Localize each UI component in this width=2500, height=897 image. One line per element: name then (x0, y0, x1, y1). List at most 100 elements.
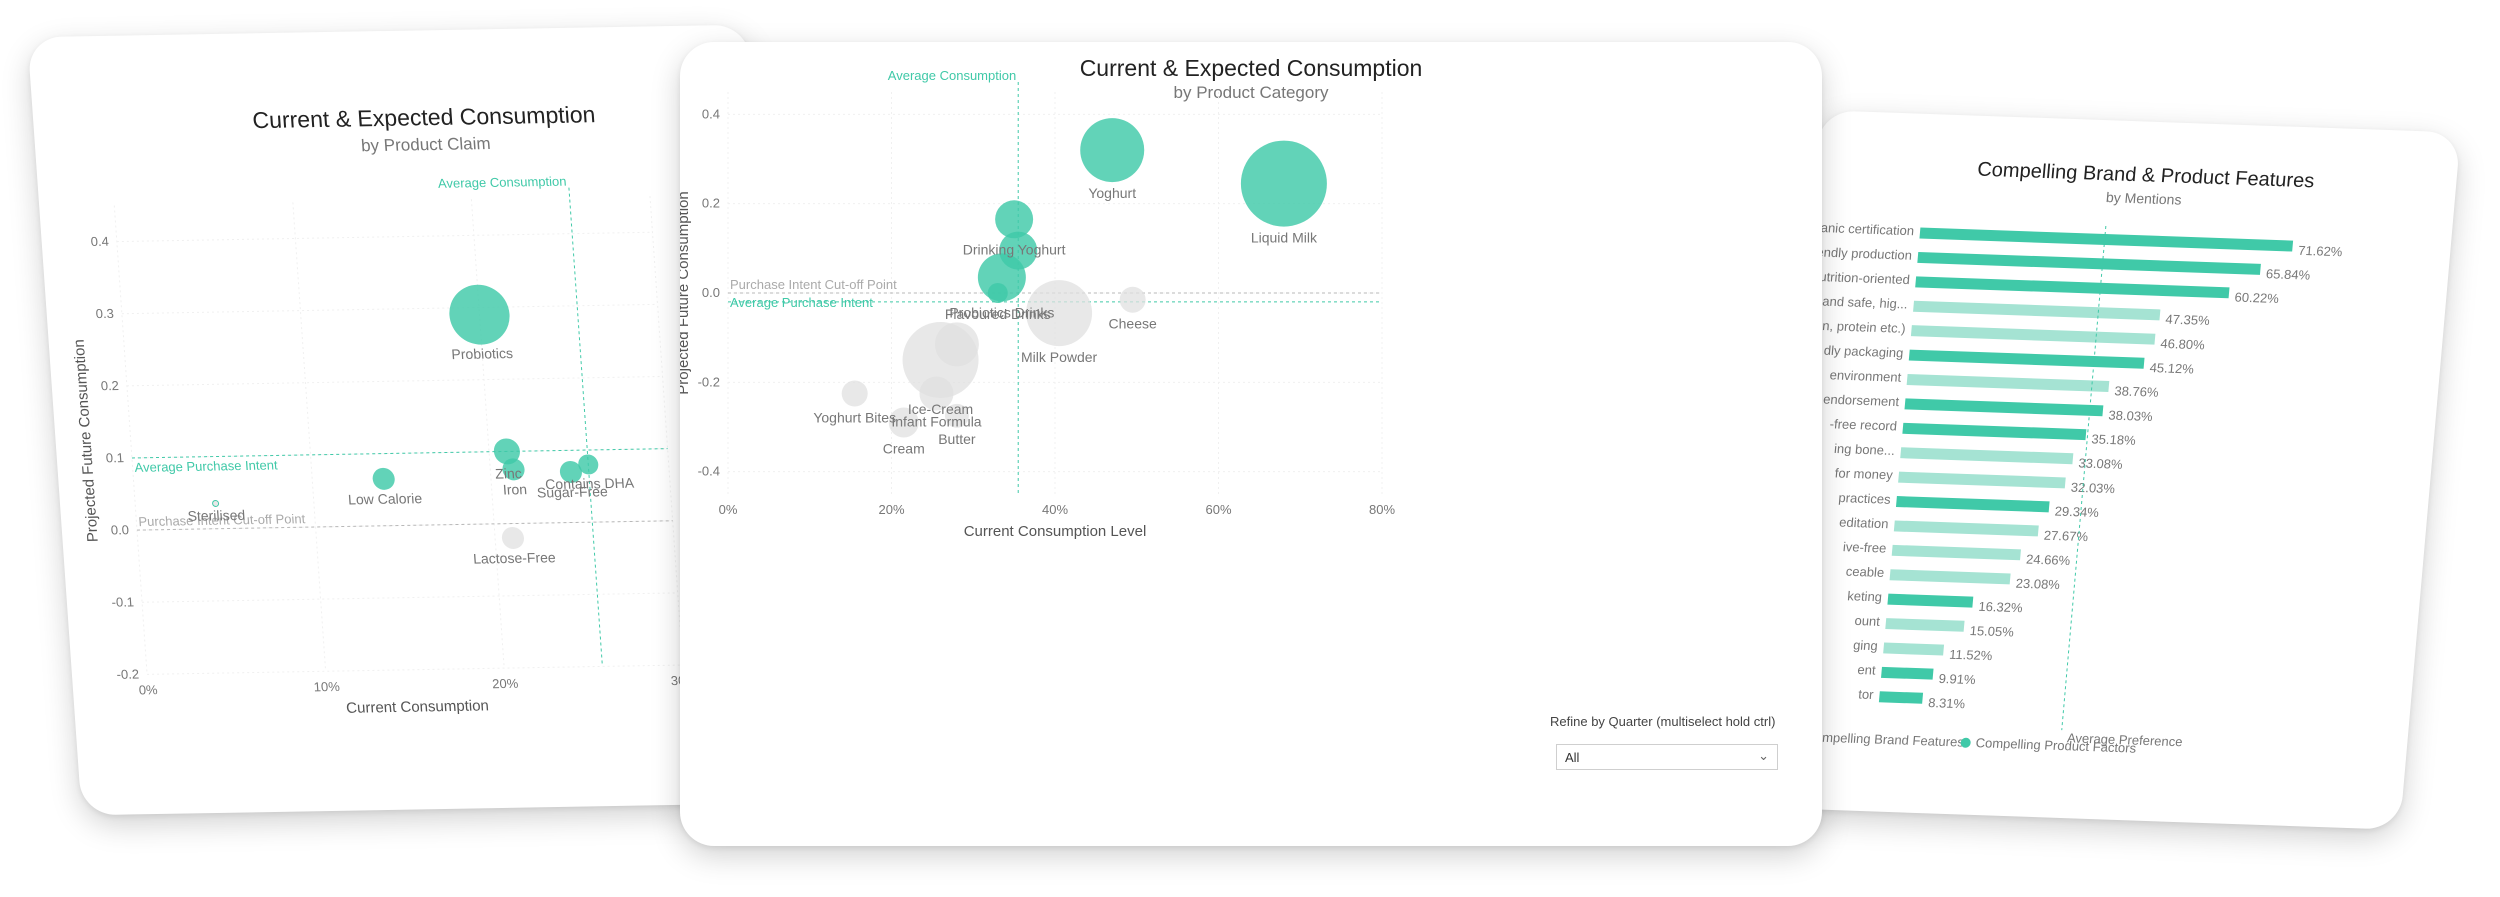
right-bar-label: 46.80% (2160, 336, 2206, 352)
main-bubble-label: Infant Formula (891, 414, 981, 430)
right-bar-label: 71.62% (2298, 243, 2344, 259)
main-bubble-label: Probiotics Drinks (949, 304, 1054, 320)
brand-features-chart-card: Compelling Brand & Product Features by M… (1759, 110, 2461, 830)
left-y-gridline (142, 592, 678, 603)
right-bar-label: 27.67% (2043, 528, 2089, 544)
right-bar-label: 35.18% (2091, 431, 2137, 447)
main-x-tick-label: 80% (1369, 502, 1395, 517)
main-bubble-label: Milk Powder (1021, 349, 1098, 365)
right-bar-label: 38.03% (2108, 408, 2154, 424)
left-purchase-intent-cutoff-line (136, 520, 673, 531)
main-purchase-intent-cutoff-label: Purchase Intent Cut-off Point (730, 277, 897, 292)
right-category-label: for money (1834, 465, 1894, 482)
right-category-label: s and safe, hig... (1812, 293, 1909, 311)
left-x-axis-title: Current Consumption (346, 697, 490, 716)
right-bar (1878, 691, 1924, 704)
right-bar-label: 23.08% (2015, 576, 2061, 592)
chevron-down-icon: ⌄ (1758, 748, 1769, 763)
left-bubble-label: Lactose-Free (473, 549, 557, 566)
left-x-gridline (292, 202, 327, 672)
right-legend-product: Compelling Product Factors (1975, 735, 2137, 756)
right-bar (1887, 593, 1974, 608)
main-bubble-label: Cream (883, 441, 925, 457)
left-bubble-label: Contains DHA (545, 475, 636, 493)
main-bubble-label: Yoghurt (1088, 185, 1136, 201)
main-y-tick-label: 0.2 (702, 196, 720, 211)
right-bar-label: 24.66% (2026, 552, 2072, 568)
right-bar (1910, 325, 2156, 345)
right-bar-label: 29.34% (2054, 504, 2100, 520)
main-average-purchase-intent-label: Average Purchase Intent (730, 295, 873, 310)
right-category-label: ganic certification (1813, 220, 1915, 238)
left-bubble-label: Iron (502, 481, 527, 497)
main-x-tick-label: 0% (719, 502, 738, 517)
right-bar (1885, 618, 1965, 632)
left-x-tick-label: 0% (138, 682, 158, 697)
left-y-tick-label: 0.2 (100, 378, 119, 393)
right-bar-label: 60.22% (2234, 290, 2280, 306)
main-bubble-label: Ice-Cream (908, 401, 973, 417)
right-category-label: ive-free (1842, 539, 1887, 555)
left-bubble (578, 454, 599, 475)
left-average-consumption-label: Average Consumption (437, 174, 567, 191)
left-y-gridline (147, 664, 683, 675)
left-average-consumption-line (568, 187, 603, 667)
left-bubble (501, 527, 525, 549)
left-y-gridline (116, 231, 653, 243)
main-bubble (1026, 280, 1093, 347)
main-bubble-label: Cheese (1109, 316, 1157, 332)
right-bar-label: 45.12% (2149, 360, 2195, 376)
left-bubble-label: Probiotics (451, 345, 514, 362)
right-category-label: dly packaging (1823, 343, 1904, 361)
refine-select-value: All (1565, 750, 1580, 765)
refine-by-quarter-label: Refine by Quarter (multiselect hold ctrl… (1550, 714, 1776, 729)
refine-by-quarter-select[interactable]: All ⌄ (1556, 744, 1778, 770)
right-bar-label: 47.35% (2165, 312, 2211, 328)
right-bar (1893, 520, 2039, 537)
left-y-gridline (126, 375, 663, 387)
right-category-label: endly production (1816, 244, 1913, 262)
right-bar (1919, 227, 2294, 252)
right-bar-label: 38.76% (2114, 383, 2160, 399)
left-bubble-label: Sterilised (187, 507, 246, 524)
main-bubble-label: Butter (938, 431, 976, 447)
left-bubble (372, 467, 395, 490)
main-y-axis-title: Projected Future Consumption (680, 191, 692, 394)
right-bar-label: 11.52% (1949, 647, 1994, 663)
product-claim-chart: Current & Expected Consumption by Produc… (71, 101, 698, 717)
left-chart-title: Current & Expected Consumption (252, 101, 597, 133)
left-bubble-label: Zinc (495, 465, 523, 481)
right-category-label: keting (1847, 588, 1883, 604)
left-x-gridline (113, 205, 148, 675)
right-category-label: ing bone... (1834, 441, 1896, 458)
main-chart-subtitle: by Product Category (1174, 83, 1329, 102)
product-claim-chart-card: Current & Expected Consumption by Produc… (27, 24, 803, 816)
right-legend-product-marker (1960, 737, 1971, 748)
right-bar (1889, 569, 2011, 585)
main-bubble (944, 403, 969, 428)
left-y-tick-label: -0.2 (116, 667, 139, 682)
right-bar-label: 16.32% (1978, 599, 2024, 615)
left-bubble (493, 438, 520, 465)
right-average-preference-label: Average Preference (2066, 730, 2183, 749)
right-bar (1883, 642, 1945, 656)
main-y-tick-label: -0.2 (698, 374, 720, 389)
main-x-tick-label: 40% (1042, 502, 1068, 517)
main-x-axis-title: Current Consumption Level (964, 523, 1147, 540)
right-bar (1904, 398, 2104, 417)
right-bar (1881, 666, 1934, 680)
main-bubble (919, 376, 954, 411)
product-category-chart: Current & Expected Consumption by Produc… (680, 55, 1422, 540)
main-average-consumption-label: Average Consumption (888, 68, 1016, 83)
left-x-gridline (470, 199, 505, 669)
right-bar (1913, 300, 2161, 321)
right-bar-label: 32.03% (2070, 480, 2116, 496)
main-bubble-label: Liquid Milk (1251, 230, 1318, 246)
product-category-chart-card: Current & Expected Consumption by Produc… (680, 42, 1822, 846)
right-chart-title: Compelling Brand & Product Features (1976, 159, 2315, 193)
left-y-tick-label: 0.0 (110, 522, 129, 537)
left-bubble-label: Low Calorie (348, 490, 423, 507)
main-bubble-label: Drinking Yoghurt (963, 241, 1066, 257)
main-y-tick-label: 0.4 (702, 106, 720, 121)
right-bar (1898, 471, 2066, 489)
